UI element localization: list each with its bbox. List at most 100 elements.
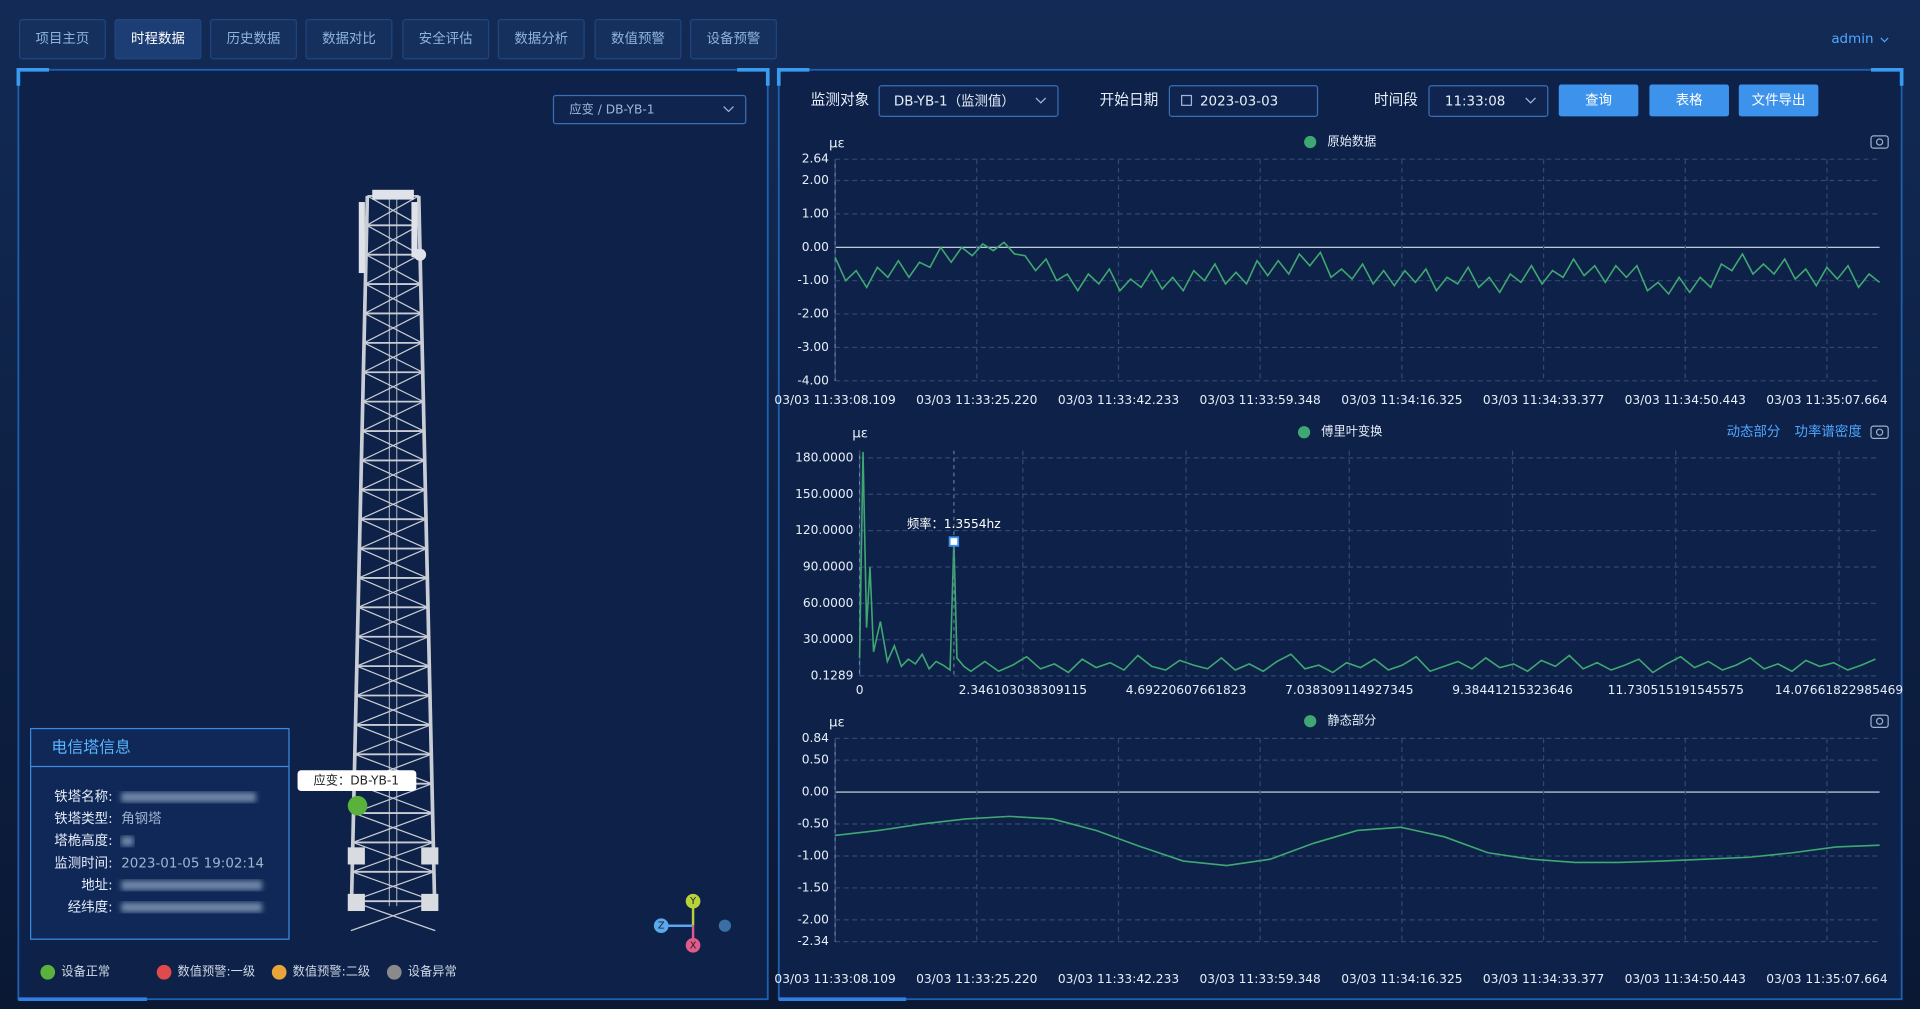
- tower-brace: [354, 724, 431, 755]
- legend-dot: [271, 964, 287, 980]
- nav-tab[interactable]: [402, 18, 490, 60]
- y-tick-label: -2.00: [797, 912, 829, 926]
- tower-base: [347, 893, 365, 912]
- y-tick-label: 2.64: [802, 152, 829, 166]
- legend-label: 数值预警:二级: [293, 964, 371, 979]
- nav-tab-label: 数值预警: [611, 31, 665, 47]
- legend-dot[interactable]: [1304, 135, 1317, 149]
- tower-brace: [365, 254, 421, 285]
- nav-tab-label: 数据对比: [322, 31, 376, 47]
- info-label: 地址:: [81, 877, 112, 893]
- x-tick-label: 11.730515191545575: [1608, 683, 1744, 697]
- legend-dot: [40, 964, 56, 980]
- camera-icon[interactable]: [1870, 135, 1889, 149]
- info-label: 经纬度:: [68, 899, 113, 915]
- button[interactable]: [1649, 84, 1729, 117]
- nav-tab[interactable]: [114, 18, 202, 60]
- button-label: 文件导出: [1752, 92, 1806, 108]
- nav-tab-label: 安全评估: [419, 30, 473, 47]
- legend-dot[interactable]: [1297, 426, 1311, 439]
- nav-tab[interactable]: [594, 18, 682, 60]
- chart-link[interactable]: 功率谱密度: [1795, 423, 1862, 440]
- x-tick-label: 03/03 11:34:33.377: [1483, 393, 1604, 407]
- select-box[interactable]: [1428, 85, 1549, 117]
- x-tick-label: 2.346103038309115: [959, 683, 1087, 697]
- button[interactable]: [1558, 84, 1639, 117]
- button-label: 表格: [1676, 92, 1703, 108]
- annotation-marker: [948, 536, 960, 547]
- chart-link[interactable]: 动态部分: [1727, 424, 1781, 440]
- chevron: [1525, 97, 1536, 104]
- y-unit: με: [852, 426, 868, 441]
- legend-label: 静态部分: [1327, 713, 1376, 728]
- tower-brace: [366, 195, 420, 226]
- nav-tab-label: 历史数据: [227, 31, 281, 47]
- legend-label: 数值预警:一级: [178, 964, 256, 979]
- tower-leg: [416, 195, 437, 907]
- x-tick-label: 03/03 11:35:07.664: [1766, 393, 1888, 407]
- x-tick-label: 03/03 11:34:50.443: [1625, 393, 1746, 407]
- date-input[interactable]: [1168, 85, 1319, 117]
- legend-dot: [386, 964, 402, 980]
- camera-icon[interactable]: [1870, 714, 1889, 728]
- sensor-marker[interactable]: [347, 795, 368, 816]
- x-tick-label: 03/03 11:33:08.109: [774, 972, 895, 986]
- select-box[interactable]: [552, 94, 747, 125]
- chevron: [723, 106, 734, 113]
- x-tick-label: 14.07661822985469: [1775, 683, 1903, 697]
- series-line: [835, 815, 1880, 867]
- select-box[interactable]: [878, 85, 1059, 117]
- y-tick-label: 0.00: [802, 240, 829, 254]
- tower-brace: [352, 812, 433, 844]
- annotation-label: 频率：1.3554hz: [907, 516, 1001, 531]
- toolbar-label: 开始日期: [1100, 91, 1159, 108]
- date-text: 2023-03-03: [1200, 95, 1278, 110]
- user-name[interactable]: admin: [1831, 32, 1873, 47]
- x-tick-label: 03/03 11:33:42.233: [1058, 972, 1179, 986]
- y-tick-label: 90.0000: [803, 559, 854, 573]
- tower-brace: [360, 459, 425, 491]
- y-tick-label: -2.00: [797, 307, 829, 321]
- nav-tab[interactable]: [305, 18, 393, 60]
- gizmo-label: Y: [689, 896, 696, 907]
- tower-brace: [361, 430, 425, 461]
- camera-icon[interactable]: [1870, 425, 1889, 439]
- legend-label: 傅里叶变换: [1321, 424, 1382, 439]
- nav-tab-label: 时程数据: [131, 31, 185, 47]
- dish: [413, 248, 427, 261]
- button[interactable]: [1738, 84, 1819, 117]
- chevron: [1035, 97, 1047, 104]
- tower-top: [372, 189, 414, 200]
- info-label: 铁塔名称:: [54, 789, 112, 805]
- nav-tab[interactable]: [210, 18, 297, 60]
- legend-label: 设备正常: [61, 965, 110, 979]
- x-tick-label: 03/03 11:33:25.220: [916, 972, 1037, 986]
- y-tick-label: 0.50: [802, 753, 829, 767]
- tower-brace: [355, 665, 430, 697]
- tower-brace: [351, 841, 434, 873]
- y-tick-label: 60.0000: [803, 596, 854, 610]
- y-tick-label: -1.00: [797, 273, 829, 287]
- series-line: [858, 451, 1876, 674]
- camera-lens: [1875, 138, 1884, 146]
- corner-deco: [16, 67, 1904, 86]
- nav-tab[interactable]: [497, 18, 585, 60]
- y-tick-label: 0.84: [802, 731, 829, 745]
- nav-tab[interactable]: [690, 18, 777, 60]
- nav-tab[interactable]: [18, 18, 106, 60]
- x-tick-label: 03/03 11:34:50.443: [1625, 972, 1746, 986]
- right-panel: [777, 68, 1903, 1001]
- y-tick-label: 1.00: [802, 206, 829, 220]
- tower-brace: [355, 694, 431, 726]
- x-tick-label: 4.69220607661823: [1126, 683, 1247, 697]
- tower-brace: [358, 548, 427, 579]
- info-value: 角钢塔: [121, 811, 162, 827]
- tower-brace: [365, 224, 420, 256]
- blurred-value: [121, 880, 263, 891]
- toolbar-label: 时间段: [1374, 91, 1418, 108]
- legend-dot: [156, 964, 172, 980]
- y-tick-label: -1.00: [797, 848, 829, 862]
- legend-dot[interactable]: [1304, 715, 1317, 728]
- info-value: 2023-01-05 19:02:14: [121, 856, 264, 871]
